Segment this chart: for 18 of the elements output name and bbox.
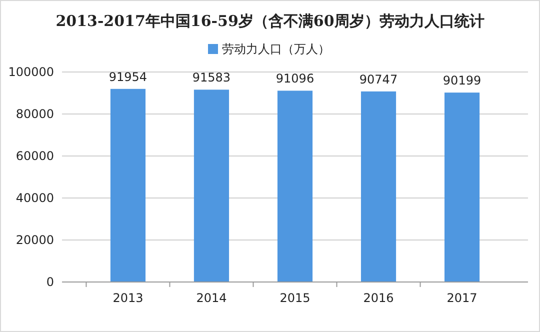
x-tick-label: 2015 xyxy=(280,291,310,305)
data-label: 91954 xyxy=(108,70,148,84)
x-tick-label: 2013 xyxy=(112,291,144,305)
y-tick-label: 0 xyxy=(46,275,54,289)
y-tick-label: 60000 xyxy=(16,149,54,163)
y-tick-label: 80000 xyxy=(16,107,54,121)
y-tick-label: 100000 xyxy=(8,65,54,79)
y-tick-label: 20000 xyxy=(16,233,54,247)
data-label: 90199 xyxy=(442,74,482,88)
chart-title: 2013-2017年中国16-59岁（含不满60周岁）劳动力人口统计 xyxy=(56,12,484,30)
data-label: 91583 xyxy=(192,70,231,85)
data-label: 91096 xyxy=(276,72,314,86)
y-tick-label: 40000 xyxy=(16,191,54,205)
x-tick-label: 2017 xyxy=(446,291,478,305)
x-tick-label: 2016 xyxy=(363,291,394,305)
x-tick-label: 2014 xyxy=(196,291,227,305)
data-label: 90747 xyxy=(359,72,398,86)
legend-label: 劳动力人口（万人） xyxy=(222,42,330,56)
